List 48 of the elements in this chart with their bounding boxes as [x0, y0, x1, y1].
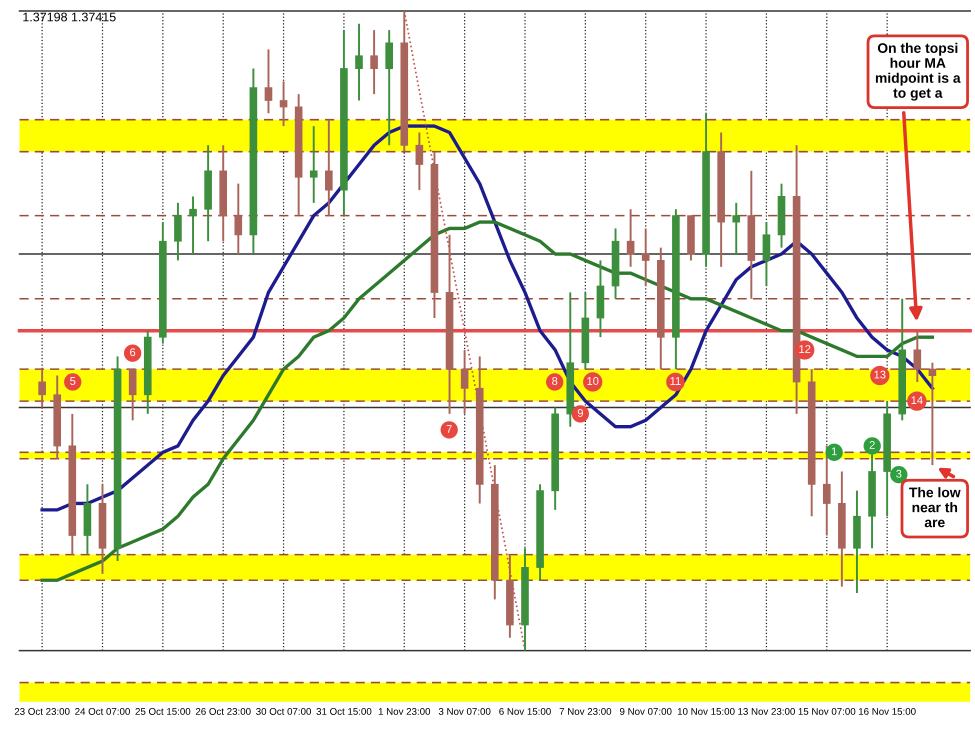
annotation: 3 — [896, 470, 902, 478]
annotation: 7 — [446, 425, 452, 433]
x-tick-label: 23 Oct 23:00 — [14, 708, 70, 715]
x-tick-label: 31 Oct 15:00 — [316, 708, 372, 715]
x-tick-label: 25 Oct 15:00 — [136, 708, 190, 715]
candlestick — [732, 202, 740, 255]
annotation: 11 — [670, 377, 681, 385]
annotation: 12 — [799, 345, 810, 353]
candlestick — [264, 48, 272, 114]
x-tick-label: 9 Nov 07:00 — [620, 708, 672, 715]
candlestick — [416, 132, 424, 192]
candlestick — [460, 348, 468, 415]
annotation: 8 — [552, 377, 558, 385]
candlestick — [310, 125, 318, 204]
candlestick — [325, 118, 333, 217]
annotation: 1 — [832, 448, 837, 456]
annotation: 1.37198 1.37415 — [23, 12, 116, 22]
annotation: 10 — [587, 377, 598, 385]
x-tick-label: 30 Oct 07:00 — [256, 708, 312, 715]
x-tick-label: 24 Oct 07:00 — [75, 708, 130, 715]
x-tick-label: 7 Nov 23:00 — [560, 708, 612, 715]
candlestick — [370, 29, 378, 96]
annotation: 5 — [70, 377, 76, 385]
annotation: The low near th are — [909, 487, 961, 528]
candlestick — [913, 330, 922, 383]
candlestick — [626, 208, 634, 268]
x-tick-label: 3 Nov 07:00 — [438, 708, 490, 715]
candlestick — [234, 182, 242, 255]
candlestick — [280, 80, 288, 128]
candlestick — [928, 362, 936, 466]
x-tick-label: 1 Nov 23:00 — [378, 708, 430, 715]
annotation: 9 — [578, 409, 583, 417]
annotation: 6 — [130, 348, 136, 356]
candlestick — [822, 444, 831, 536]
x-tick-label: 26 Oct 23:00 — [196, 708, 251, 715]
annotation: 14 — [912, 396, 923, 404]
annotation: 13 — [874, 370, 886, 379]
x-tick-label: 13 Nov 23:00 — [738, 708, 795, 715]
annotation: On the topsi hour MA midpoint is a to get a — [876, 42, 961, 101]
candlestick — [38, 368, 46, 409]
candlestick — [189, 195, 197, 255]
x-tick-label: 6 Nov 15:00 — [499, 708, 551, 715]
x-tick-label: 15 Nov 07:00 — [798, 708, 856, 715]
annotation: 2 — [870, 441, 875, 449]
x-tick-label: 16 Nov 15:00 — [858, 708, 916, 715]
candlestick — [355, 22, 363, 102]
candlestick — [642, 227, 650, 287]
x-tick-label: 10 Nov 15:00 — [678, 708, 735, 715]
